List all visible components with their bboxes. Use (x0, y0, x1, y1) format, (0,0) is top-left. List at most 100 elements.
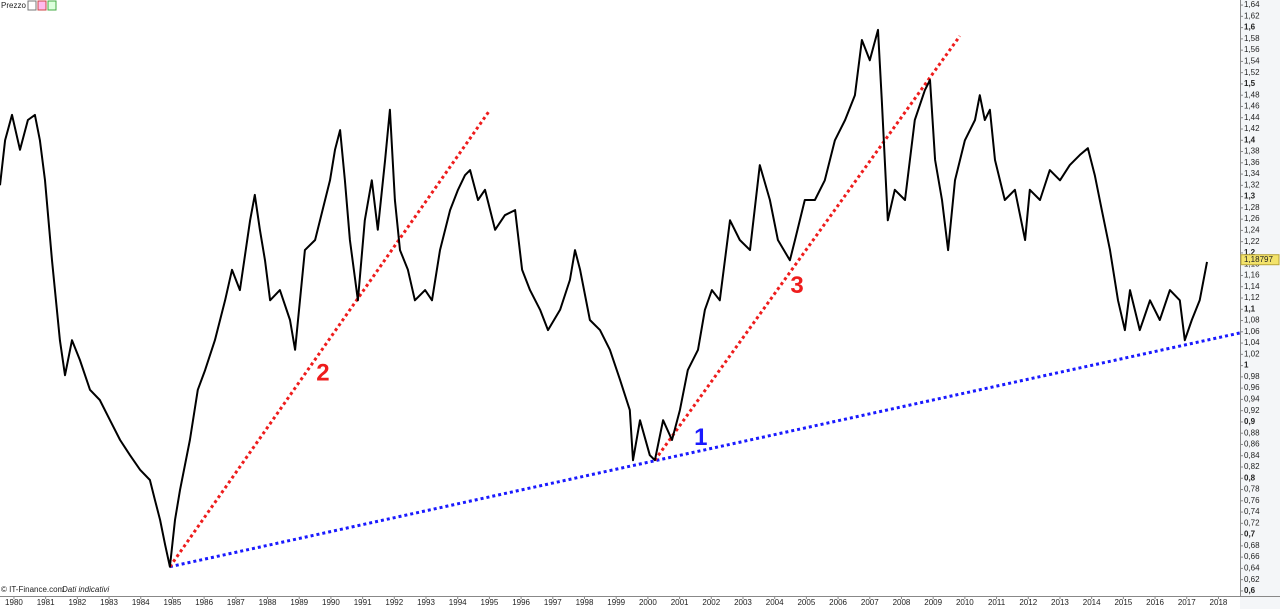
y-tick-label: 1,48 (1244, 90, 1260, 99)
icon-close[interactable] (37, 0, 47, 11)
y-tick-label: 0,78 (1244, 485, 1260, 494)
trendline (169, 331, 1241, 569)
x-tick-label: 1997 (544, 598, 562, 607)
y-tick-label: 0,72 (1244, 518, 1260, 527)
last-value-box (1240, 254, 1280, 266)
y-tick-label: 1,6 (1244, 23, 1256, 32)
x-tick-label: 1988 (259, 598, 277, 607)
x-tick-label: 1983 (100, 598, 118, 607)
x-tick-label: 2017 (1178, 598, 1196, 607)
y-tick-label: 1,26 (1244, 214, 1260, 223)
y-tick-label: 0,64 (1244, 564, 1260, 573)
y-tick-label: 1,32 (1244, 180, 1260, 189)
price-line (0, 28, 1208, 568)
x-tick-label: 2018 (1210, 598, 1228, 607)
x-tick-label: 2015 (1114, 598, 1132, 607)
x-tick-label: 1986 (195, 598, 213, 607)
x-tick-label: 1994 (449, 598, 467, 607)
x-tick-label: 2008 (893, 598, 911, 607)
y-tick-label: 1,2 (1244, 248, 1256, 257)
y-tick-label: 1,5 (1244, 79, 1256, 88)
note: Dati indicativi (62, 585, 109, 594)
x-tick-label: 2001 (671, 598, 689, 607)
x-tick-label: 2004 (766, 598, 784, 607)
x-tick-label: 2011 (988, 598, 1006, 607)
icon-add[interactable] (47, 0, 57, 11)
y-tick-label: 0,9 (1244, 417, 1256, 426)
x-tick-label: 2007 (861, 598, 879, 607)
y-tick-label: 0,66 (1244, 552, 1260, 561)
y-tick-label: 1,1 (1244, 304, 1256, 313)
x-tick-label: 1992 (385, 598, 403, 607)
y-tick-label: 0,76 (1244, 496, 1260, 505)
trendline-label: 3 (790, 272, 803, 299)
y-tick-label: 0,6 (1244, 586, 1256, 595)
y-tick-label: 1,36 (1244, 158, 1260, 167)
y-tick-label: 1,38 (1244, 147, 1260, 156)
y-axis-strip (1240, 0, 1280, 609)
y-tick-label: 0,98 (1244, 372, 1260, 381)
x-tick-label: 1980 (5, 598, 23, 607)
last-value-label: 1,18797 (1244, 255, 1273, 264)
y-tick-label: 0,84 (1244, 451, 1260, 460)
y-tick-label: 0,86 (1244, 440, 1260, 449)
trendline-label: 1 (694, 424, 707, 451)
x-tick-label: 1989 (290, 598, 308, 607)
x-tick-label: 2014 (1083, 598, 1101, 607)
y-tick-label: 1,46 (1244, 102, 1260, 111)
y-tick-label: 1,02 (1244, 349, 1260, 358)
y-tick-label: 1,04 (1244, 338, 1260, 347)
x-tick-label: 1981 (37, 598, 55, 607)
y-tick-label: 1,56 (1244, 45, 1260, 54)
trendline (653, 35, 962, 462)
chart-title: Prezzo (1, 1, 26, 10)
x-tick-label: 1987 (227, 598, 245, 607)
y-tick-label: 0,88 (1244, 428, 1260, 437)
y-tick-label: 0,92 (1244, 406, 1260, 415)
x-tick-label: 2013 (1051, 598, 1069, 607)
x-tick-label: 1999 (607, 598, 625, 607)
y-tick-label: 1,64 (1244, 0, 1260, 9)
y-tick-label: 1,14 (1244, 282, 1260, 291)
y-tick-label: 1,58 (1244, 34, 1260, 43)
x-tick-label: 2010 (956, 598, 974, 607)
x-tick-label: 2009 (924, 598, 942, 607)
y-tick-label: 0,74 (1244, 507, 1260, 516)
x-tick-label: 2012 (1019, 598, 1037, 607)
y-tick-label: 0,7 (1244, 530, 1256, 539)
x-tick-label: 2006 (829, 598, 847, 607)
y-tick-label: 1,42 (1244, 124, 1260, 133)
icon-settings[interactable] (27, 0, 37, 11)
x-tick-label: 1990 (322, 598, 340, 607)
y-tick-label: 1,4 (1244, 135, 1256, 144)
x-tick-label: 1993 (417, 598, 435, 607)
x-tick-label: 1995 (481, 598, 499, 607)
y-tick-label: 1,54 (1244, 57, 1260, 66)
x-tick-label: 1998 (576, 598, 594, 607)
x-tick-label: 2016 (1146, 598, 1164, 607)
toolbar-icons[interactable] (27, 0, 57, 11)
x-tick-label: 2003 (734, 598, 752, 607)
y-tick-label: 0,82 (1244, 462, 1260, 471)
y-tick-label: 1,34 (1244, 169, 1260, 178)
y-tick-label: 0,96 (1244, 383, 1260, 392)
source: © IT-Finance.com (1, 585, 65, 594)
x-tick-label: 1982 (68, 598, 86, 607)
y-tick-label: 1,12 (1244, 293, 1260, 302)
y-tick-label: 1,24 (1244, 226, 1260, 235)
y-tick-label: 1,22 (1244, 237, 1260, 246)
x-tick-label: 2000 (639, 598, 657, 607)
x-tick-label: 1984 (132, 598, 150, 607)
x-tick-label: 1985 (164, 598, 182, 607)
y-tick-label: 0,68 (1244, 541, 1260, 550)
y-tick-label: 0,94 (1244, 395, 1260, 404)
y-tick-label: 1,16 (1244, 271, 1260, 280)
x-tick-label: 2005 (797, 598, 815, 607)
y-tick-label: 1,62 (1244, 11, 1260, 20)
y-tick-label: 1,28 (1244, 203, 1260, 212)
x-tick-label: 1996 (512, 598, 530, 607)
y-tick-label: 1,52 (1244, 68, 1260, 77)
x-tick-label: 2002 (702, 598, 720, 607)
